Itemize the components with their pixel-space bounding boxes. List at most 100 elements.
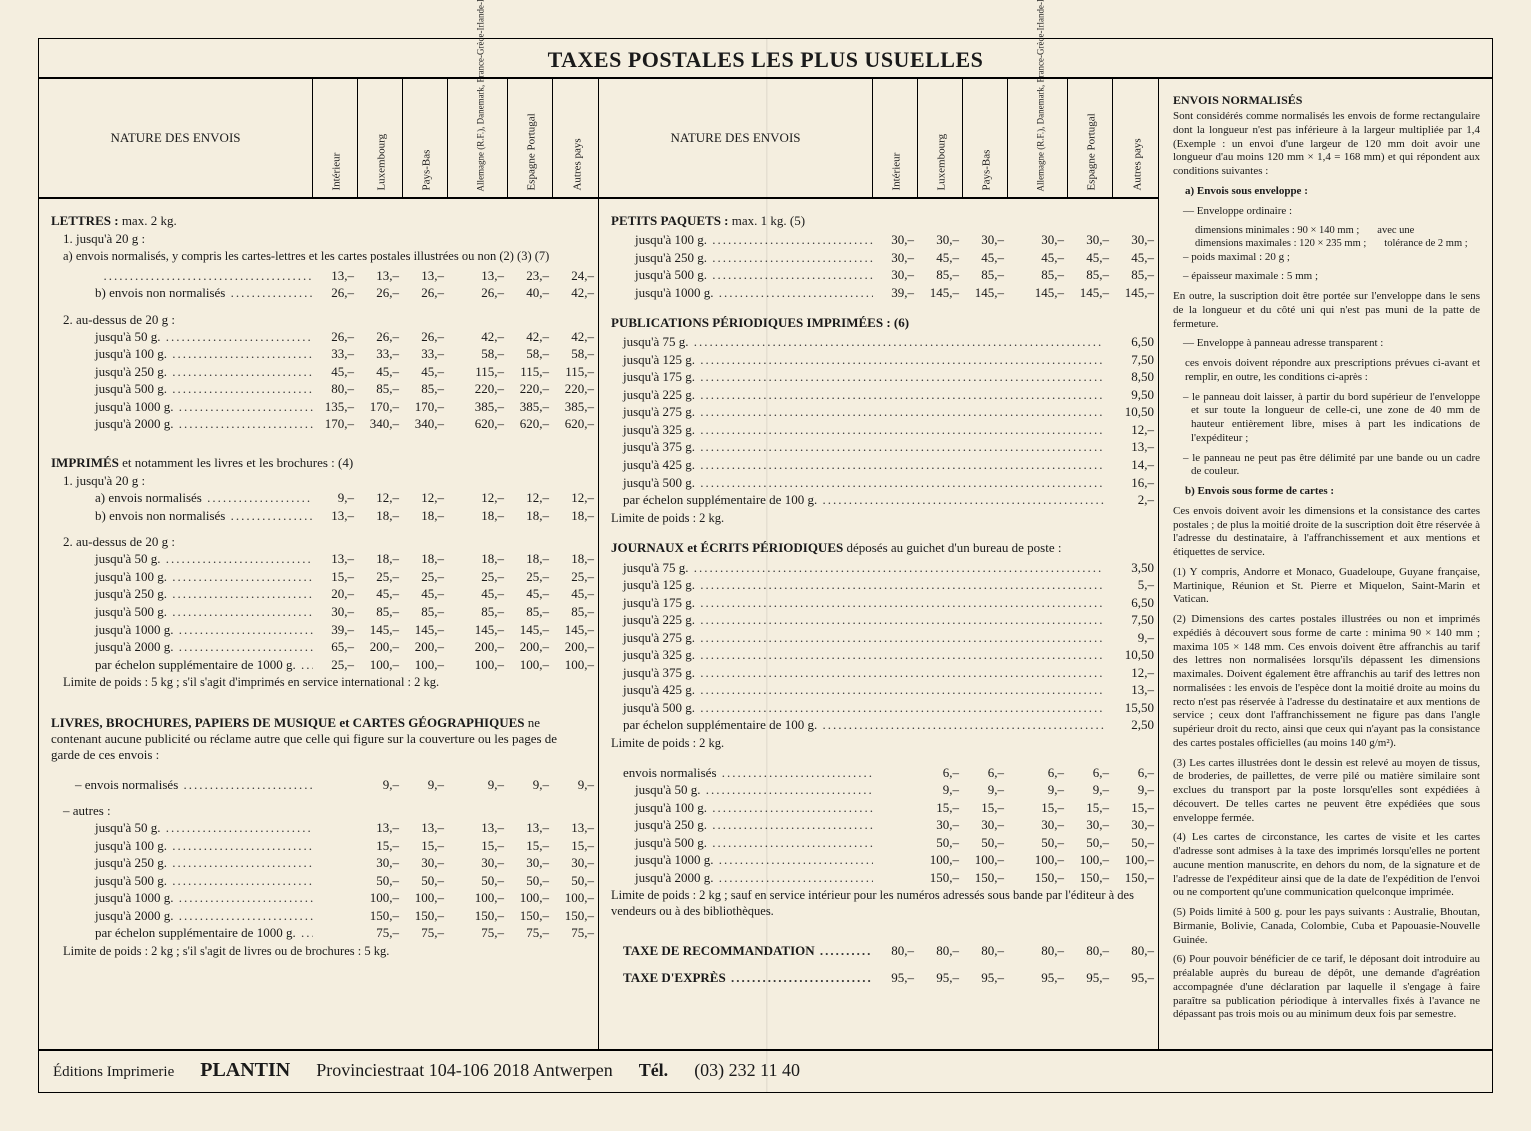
tariff-row: jusqu'à 275 g.9,– — [599, 629, 1158, 647]
dest2-interieur: Intérieur — [873, 79, 918, 197]
info-n3: (3) Les cartes illustrées dont le dessin… — [1173, 757, 1480, 826]
tariff-cell: 95,– — [963, 969, 1008, 987]
tariff-cell: 80,– — [963, 942, 1008, 960]
tariff-cell: 75,– — [403, 924, 448, 942]
col-mid: NATURE DES ENVOIS Intérieur Luxembourg P… — [599, 79, 1159, 1049]
petits-paquets-title: PETITS PAQUETS : max. 1 kg. (5) — [599, 209, 1158, 231]
info-a-p3-head: — Enveloppe à panneau adresse transparen… — [1173, 337, 1480, 351]
recommandation-row: TAXE DE RECOMMANDATION 80,–80,–80,–80,–8… — [599, 942, 1158, 960]
tariff-row: jusqu'à 175 g.6,50 — [599, 594, 1158, 612]
info-a-epais: – épaisseur maximale : 5 mm ; — [1173, 270, 1480, 284]
tariff-cell: 75,– — [358, 924, 403, 942]
journaux-norm-head: envois normalisés 6,–6,–6,–6,–6,– — [599, 764, 1158, 782]
info-n5: (5) Poids limité à 500 g. pour les pays … — [1173, 906, 1480, 947]
livres-norm: – envois normalisés 9,–9,–9,–9,–9,– — [39, 776, 598, 794]
col-left: NATURE DES ENVOIS Intérieur Luxembourg P… — [39, 79, 599, 1049]
tariff-cell: 95,– — [1008, 969, 1068, 987]
tariff-cell: 6,– — [1113, 764, 1158, 782]
tariff-cell: 6,– — [963, 764, 1008, 782]
info-n6: (6) Pour pouvoir bénéficier de ce tarif,… — [1173, 953, 1480, 1022]
tariff-row: jusqu'à 500 g.15,50 — [599, 699, 1158, 717]
tariff-row: jusqu'à 325 g.12,– — [599, 421, 1158, 439]
tariff-cell: 80,– — [873, 942, 918, 960]
nature-header-mid: NATURE DES ENVOIS — [599, 79, 873, 197]
nature-header-left: NATURE DES ENVOIS — [39, 79, 313, 197]
col-left-header: NATURE DES ENVOIS Intérieur Luxembourg P… — [39, 79, 598, 199]
footer-pub: Éditions Imprimerie — [53, 1064, 174, 1081]
tariff-cell: 100,– — [508, 656, 553, 674]
dest2-autres: Autres pays — [1113, 79, 1158, 197]
tariff-cell: 26,– — [403, 284, 448, 302]
tariff-row: jusqu'à 100 g.33,–33,–33,–58,–58,–58,– — [39, 345, 598, 363]
info-a-b1: – le panneau doit laisser, à partir du b… — [1173, 391, 1480, 446]
livres-autres-head: – autres : — [39, 803, 598, 819]
imprimes-g1-head: 1. jusqu'à 20 g : — [39, 473, 598, 489]
dest-paysbas: Pays-Bas — [403, 79, 448, 197]
periodiques-supp: par échelon supplémentaire de 100 g. 2,– — [599, 491, 1158, 509]
tariff-cell: 100,– — [553, 656, 598, 674]
journaux-supp: par échelon supplémentaire de 100 g. 2,5… — [599, 716, 1158, 734]
tariff-cell: 9,– — [313, 489, 358, 507]
tariff-row: jusqu'à 250 g.30,–45,–45,–45,–45,–45,– — [599, 249, 1158, 267]
lettres-g1-b-row: b) envois non normalisés 26,–26,–26,–26,… — [39, 284, 598, 302]
imprimes-limit: Limite de poids : 5 kg ; s'il s'agit d'i… — [39, 673, 598, 693]
footer-name: PLANTIN — [200, 1059, 290, 1082]
imprimes-title: IMPRIMÉS et notamment les livres et les … — [39, 453, 598, 473]
tariff-cell: 100,– — [358, 656, 403, 674]
tariff-cell: 13,– — [403, 267, 448, 285]
tariff-row: jusqu'à 500 g.30,–85,–85,–85,–85,–85,– — [39, 603, 598, 621]
tariff-cell: 12,– — [403, 489, 448, 507]
tariff-cell: 13,– — [448, 267, 508, 285]
col-left-body: LETTRES : max. 2 kg. 1. jusqu'à 20 g : a… — [39, 199, 598, 1049]
tariff-row: jusqu'à 2000 g.65,–200,–200,–200,–200,–2… — [39, 638, 598, 656]
tariff-cell: 95,– — [1113, 969, 1158, 987]
tariff-row: jusqu'à 275 g.10,50 — [599, 403, 1158, 421]
tariff-cell: 13,– — [358, 267, 403, 285]
tariff-row: jusqu'à 250 g.20,–45,–45,–45,–45,–45,– — [39, 585, 598, 603]
dest-luxembourg: Luxembourg — [358, 79, 403, 197]
tariff-cell: 6,– — [1068, 764, 1113, 782]
tariff-row: jusqu'à 425 g.13,– — [599, 681, 1158, 699]
tariff-row: jusqu'à 225 g.7,50 — [599, 611, 1158, 629]
tariff-cell: 12,– — [358, 489, 403, 507]
info-n2: (2) Dimensions des cartes postales illus… — [1173, 613, 1480, 751]
tariff-row: jusqu'à 500 g.30,–85,–85,–85,–85,–85,– — [599, 266, 1158, 284]
petits-paquets-rows: jusqu'à 100 g.30,–30,–30,–30,–30,–30,–ju… — [599, 231, 1158, 301]
info-n1: (1) Y compris, Andorre et Monaco, Guadel… — [1173, 566, 1480, 607]
tariff-row: jusqu'à 1000 g.135,–170,–170,–385,–385,–… — [39, 398, 598, 416]
tariff-cell: 12,– — [448, 489, 508, 507]
tariff-row: jusqu'à 375 g.13,– — [599, 438, 1158, 456]
tariff-row: jusqu'à 500 g.50,–50,–50,–50,–50,– — [39, 872, 598, 890]
journaux-limit: Limite de poids : 2 kg. — [599, 734, 1158, 754]
journaux-title: JOURNAUX et ÉCRITS PÉRIODIQUES déposés a… — [599, 538, 1158, 558]
tariff-cell: 95,– — [918, 969, 963, 987]
periodiques-limit: Limite de poids : 2 kg. — [599, 509, 1158, 529]
livres-limit: Limite de poids : 2 kg ; s'il s'agit de … — [39, 942, 598, 962]
tariff-cell: 75,– — [553, 924, 598, 942]
tariff-cell: 40,– — [508, 284, 553, 302]
tariff-cell: 80,– — [1113, 942, 1158, 960]
tariff-row: jusqu'à 2000 g.170,–340,–340,–620,–620,–… — [39, 415, 598, 433]
dest-interieur: Intérieur — [313, 79, 358, 197]
dest-allemagne-etc: Allemagne (R.F.), Danemark, France-Grèce… — [448, 79, 508, 197]
livres-rows: jusqu'à 50 g.13,–13,–13,–13,–13,–jusqu'à… — [39, 819, 598, 924]
tariff-cell: 42,– — [553, 284, 598, 302]
periodiques-title: PUBLICATIONS PÉRIODIQUES IMPRIMÉES : (6) — [599, 311, 1158, 333]
info-a-p2: En outre, la suscription doit être porté… — [1173, 290, 1480, 331]
tariff-row: jusqu'à 1000 g.100,–100,–100,–100,–100,– — [599, 851, 1158, 869]
tariff-row: jusqu'à 375 g.12,– — [599, 664, 1158, 682]
tariff-cell: 75,– — [448, 924, 508, 942]
info-b-p: Ces envois doivent avoir les dimensions … — [1173, 505, 1480, 560]
tariff-row: jusqu'à 125 g.5,– — [599, 576, 1158, 594]
lettres-g1-head: 1. jusqu'à 20 g : — [39, 231, 598, 247]
tariff-row: jusqu'à 250 g.45,–45,–45,–115,–115,–115,… — [39, 363, 598, 381]
columns: NATURE DES ENVOIS Intérieur Luxembourg P… — [39, 79, 1492, 1049]
imprimes-g1-b: b) envois non normalisés 13,–18,–18,–18,… — [39, 507, 598, 525]
info-dims-min: dimensions minimales : 90 × 140 mm ; ave… — [1173, 224, 1480, 237]
dest2-luxembourg: Luxembourg — [918, 79, 963, 197]
tariff-row: jusqu'à 500 g.50,–50,–50,–50,–50,– — [599, 834, 1158, 852]
tariff-cell: 80,– — [918, 942, 963, 960]
tariff-cell: 24,– — [553, 267, 598, 285]
tariff-cell: 9,– — [403, 776, 448, 794]
tariff-row: jusqu'à 500 g.80,–85,–85,–220,–220,–220,… — [39, 380, 598, 398]
